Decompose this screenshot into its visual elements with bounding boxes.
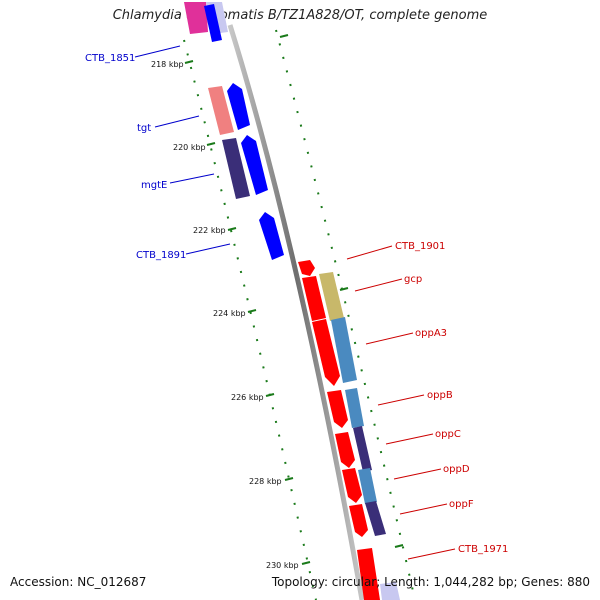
gene-oppF-purple[interactable] (365, 501, 386, 536)
genome-backbone (227, 24, 365, 600)
gene-CTB_1971-red[interactable] (357, 548, 380, 600)
gene-oppB-steelblue[interactable] (345, 388, 364, 428)
outer-tick-track (275, 29, 416, 600)
kbp-tick-marks (184, 34, 404, 565)
kbp-label-218: 218 kbp (151, 60, 184, 69)
kbp-label-220: 220 kbp (173, 143, 206, 152)
kbp-label-226: 226 kbp (231, 393, 264, 402)
kbp-label-230: 230 kbp (266, 561, 299, 570)
gene-label-CTB_1851: CTB_1851 (85, 53, 135, 64)
gene-tgt-pink[interactable] (208, 86, 234, 135)
accession-label: Accession: NC_012687 (10, 575, 147, 589)
gene-forward-blue-2[interactable] (241, 135, 268, 195)
gene-label-gcp: gcp (404, 274, 422, 285)
reverse-strand-genes (298, 260, 400, 600)
gene-CTB_1901-red[interactable] (298, 260, 315, 276)
gene-label-CTB_1891: CTB_1891 (136, 250, 186, 261)
gene-label-CTB_1901: CTB_1901 (395, 241, 445, 252)
gene-forward-magenta[interactable] (184, 2, 208, 34)
gene-label-tgt: tgt (137, 123, 151, 134)
genome-summary: Topology: circular; Length: 1,044,282 bp… (271, 575, 590, 589)
gene-label-mgtE: mgtE (141, 180, 167, 191)
gene-oppA3-red[interactable] (312, 319, 340, 386)
forward-strand-genes (184, 2, 284, 260)
reverse-leader-lines (346, 245, 456, 560)
kbp-label-228: 228 kbp (249, 477, 282, 486)
gene-oppF-red[interactable] (349, 504, 368, 537)
gene-gcp-olive[interactable] (319, 272, 344, 321)
gene-forward-topblue[interactable] (204, 4, 222, 42)
gene-label-oppC: oppC (435, 429, 461, 440)
gene-mgtE-purple[interactable] (222, 138, 250, 199)
kbp-label-222: 222 kbp (193, 226, 226, 235)
gene-oppD-red[interactable] (342, 468, 362, 503)
gene-oppB-red[interactable] (327, 390, 348, 428)
gene-gcp-red[interactable] (302, 276, 326, 321)
gene-bottom-lightblue[interactable] (380, 582, 400, 600)
gene-forward-blue-1[interactable] (227, 83, 250, 130)
inner-tick-track (183, 39, 317, 600)
gene-label-oppB: oppB (427, 390, 453, 401)
gene-label-oppA3: oppA3 (415, 328, 447, 339)
gene-label-oppF: oppF (449, 499, 474, 510)
kbp-label-224: 224 kbp (213, 309, 246, 318)
gene-oppD-steelblue[interactable] (358, 468, 377, 504)
forward-leader-lines (134, 45, 231, 255)
gene-oppA3-steelblue[interactable] (331, 317, 357, 383)
gene-label-CTB_1971: CTB_1971 (458, 544, 508, 555)
gene-label-oppD: oppD (443, 464, 470, 475)
gene-oppC-purple[interactable] (353, 426, 372, 472)
gene-CTB_1891-blue[interactable] (259, 212, 284, 260)
gene-oppC-red[interactable] (335, 432, 355, 468)
